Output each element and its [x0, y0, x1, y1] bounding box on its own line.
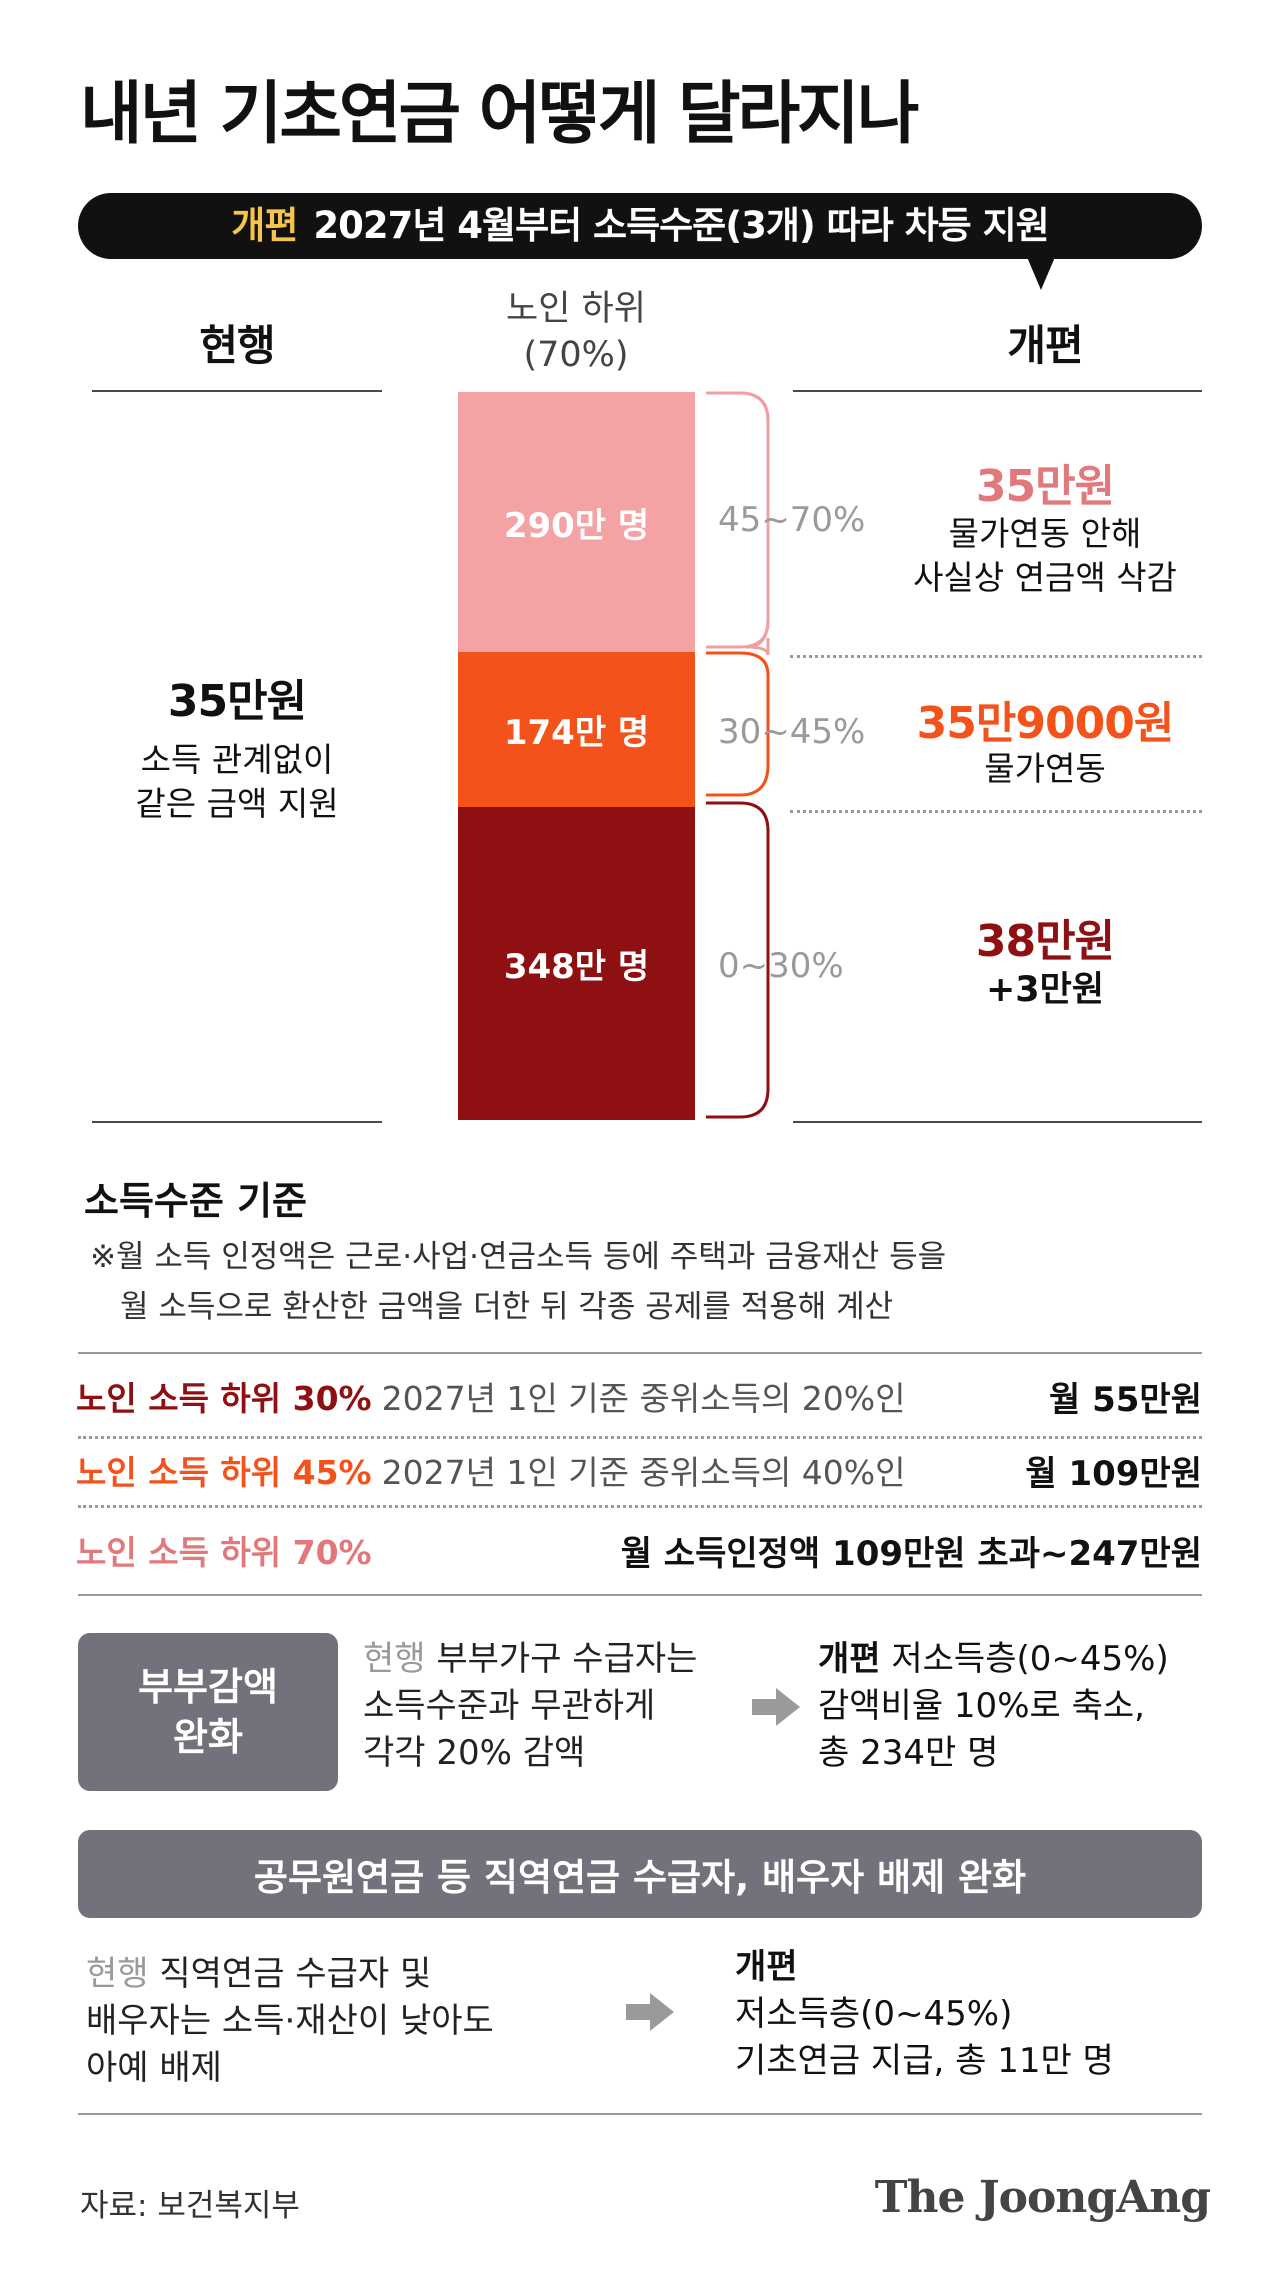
occupational-current-line1: 직역연금 수급자 및 [159, 1954, 432, 1994]
middle-column-header: 노인 하위 (70%) [456, 286, 696, 378]
criteria-row-30-value: 월 55만원 [1049, 1380, 1202, 1420]
criteria-rule-bottom [78, 1594, 1202, 1596]
current-desc-line2: 같은 금액 지원 [135, 784, 339, 823]
criteria-note: ※월 소득 인정액은 근로·사업·연금소득 등에 주택과 금융재산 등을 월 소… [90, 1232, 946, 1332]
occupational-reform-line1: 저소득층(0~45%) [735, 1994, 1013, 2034]
criteria-rule-top [78, 1352, 1202, 1354]
criteria-row-45-value: 월 109만원 [1025, 1454, 1202, 1494]
source-credit: 자료: 보건복지부 [80, 2188, 300, 2224]
brace-30-45 [706, 651, 770, 797]
criteria-heading: 소득수준 기준 [84, 1179, 307, 1223]
rule-top-left [92, 390, 382, 392]
divider-tier2 [790, 810, 1202, 813]
couple-reform-line3: 총 234만 명 [818, 1733, 999, 1773]
rule-bottom-left [92, 1121, 382, 1123]
criteria-note-line1: ※월 소득 인정액은 근로·사업·연금소득 등에 주택과 금융재산 등을 [90, 1239, 947, 1275]
tier-bar-45-70: 290만 명 [458, 392, 695, 652]
rule-top-right [793, 390, 1202, 392]
range-label-30-45: 30~45% [718, 712, 866, 752]
occupational-current: 현행 직역연금 수급자 및 배우자는 소득·재산이 낮아도 아예 배제 [86, 1951, 494, 2092]
occupational-reform-label: 개편 [735, 1947, 798, 1987]
tier-bar-0-30: 348만 명 [458, 807, 695, 1120]
publisher-logo: The JoongAng [874, 2172, 1211, 2223]
reform-column-header: 개편 [1007, 321, 1083, 370]
reform-desc-45-70: 물가연동 안해 사실상 연금액 삭감 [880, 512, 1210, 600]
banner-message: 2027년 4월부터 소득수준(3개) 따라 차등 지원 [313, 204, 1049, 247]
criteria-row-70-label: 노인 소득 하위 70% [76, 1533, 372, 1572]
couple-current-label: 현행 [363, 1639, 426, 1679]
reform-amount-0-30: 38만원 [975, 916, 1115, 967]
couple-current-line1: 부부가구 수급자는 [436, 1639, 698, 1679]
arrow-right-icon [776, 1688, 800, 1726]
occupational-current-label: 현행 [86, 1954, 149, 1994]
occupational-rule-bottom [78, 2113, 1202, 2115]
couple-reform-label: 개편 [818, 1639, 881, 1679]
arrow-right-icon-stem-2 [626, 2004, 652, 2020]
couple-current-line2: 소득수준과 무관하게 [363, 1686, 656, 1726]
range-label-0-30: 0~30% [718, 946, 844, 986]
current-desc-line1: 소득 관계없이 [140, 740, 334, 779]
criteria-row-70: 노인 소득 하위 70% [76, 1526, 372, 1574]
banner-highlight: 개편 [231, 204, 298, 247]
tier-people-45-70: 290만 명 [503, 505, 650, 546]
criteria-divider-2 [78, 1505, 1202, 1508]
reform-amount-45-70: 35만원 [975, 461, 1115, 512]
occupational-reform: 개편 저소득층(0~45%) 기초연금 지급, 총 11만 명 [735, 1944, 1114, 2085]
couple-box-line1: 부부감액 [138, 1665, 278, 1709]
banner-pointer [1024, 250, 1058, 290]
brace-45-70-outline [706, 391, 770, 649]
couple-reform: 개편 저소득층(0~45%) 감액비율 10%로 축소, 총 234만 명 [818, 1636, 1169, 1777]
couple-reform-line1: 저소득층(0~45%) [891, 1639, 1169, 1679]
current-column-header: 현행 [199, 321, 275, 370]
banner-text: 개편 2027년 4월부터 소득수준(3개) 따라 차등 지원 [78, 193, 1202, 259]
couple-reduction-box: 부부감액 완화 [78, 1633, 338, 1791]
tier-bar-30-45: 174만 명 [458, 652, 695, 807]
arrow-right-icon-stem [752, 1699, 778, 1715]
couple-box-line2: 완화 [173, 1715, 243, 1759]
criteria-row-30: 노인 소득 하위 30% 2027년 1인 기준 중위소득의 20%인 [76, 1372, 906, 1420]
couple-current: 현행 부부가구 수급자는 소득수준과 무관하게 각각 20% 감액 [363, 1636, 697, 1777]
range-braces [706, 391, 770, 1119]
page-title: 내년 기초연금 어떻게 달라지나 [80, 75, 919, 154]
reform-amount-30-45: 35만9000원 [916, 698, 1175, 749]
rule-bottom-right [793, 1121, 1202, 1123]
current-amount: 35만원 [167, 676, 307, 727]
current-description: 소득 관계없이 같은 금액 지원 [92, 738, 382, 826]
occupational-current-line3: 아예 배제 [86, 2048, 222, 2088]
middle-header-line2: (70%) [523, 335, 629, 375]
criteria-row-45: 노인 소득 하위 45% 2027년 1인 기준 중위소득의 40%인 [76, 1446, 906, 1494]
criteria-row-45-standard: 2027년 1인 기준 중위소득의 40%인 [381, 1453, 906, 1492]
criteria-divider-1 [78, 1436, 1202, 1439]
couple-current-line3: 각각 20% 감액 [363, 1733, 586, 1773]
criteria-row-30-label: 노인 소득 하위 30% [76, 1379, 372, 1418]
couple-reform-line2: 감액비율 10%로 축소, [818, 1686, 1145, 1726]
criteria-note-line2: 월 소득으로 환산한 금액을 더한 뒤 각종 공제를 적용해 계산 [120, 1289, 894, 1325]
occupational-reform-line2: 기초연금 지급, 총 11만 명 [735, 2041, 1114, 2081]
range-label-45-70: 45~70% [718, 500, 866, 540]
occupational-current-line2: 배우자는 소득·재산이 낮아도 [86, 2001, 494, 2041]
occupational-heading: 공무원연금 등 직역연금 수급자, 배우자 배제 완화 [78, 1830, 1202, 1918]
arrow-right-icon-2 [650, 1993, 674, 2031]
divider-tier1 [790, 655, 1202, 658]
brace-0-30 [706, 801, 770, 1119]
reform-desc-30-45: 물가연동 [984, 749, 1106, 788]
tier-people-0-30: 348만 명 [503, 947, 650, 987]
tier-people-30-45: 174만 명 [503, 713, 650, 753]
criteria-row-30-standard: 2027년 1인 기준 중위소득의 20%인 [381, 1379, 906, 1418]
criteria-row-70-value: 월 소득인정액 109만원 초과~247만원 [620, 1534, 1202, 1574]
reform-desc-45-70-line2: 사실상 연금액 삭감 [913, 558, 1177, 597]
reform-desc-45-70-line1: 물가연동 안해 [948, 514, 1142, 553]
reform-desc-0-30: +3만원 [985, 970, 1105, 1010]
middle-header-line1: 노인 하위 [506, 289, 646, 329]
reform-banner [78, 193, 1202, 259]
criteria-row-45-label: 노인 소득 하위 45% [76, 1453, 372, 1492]
